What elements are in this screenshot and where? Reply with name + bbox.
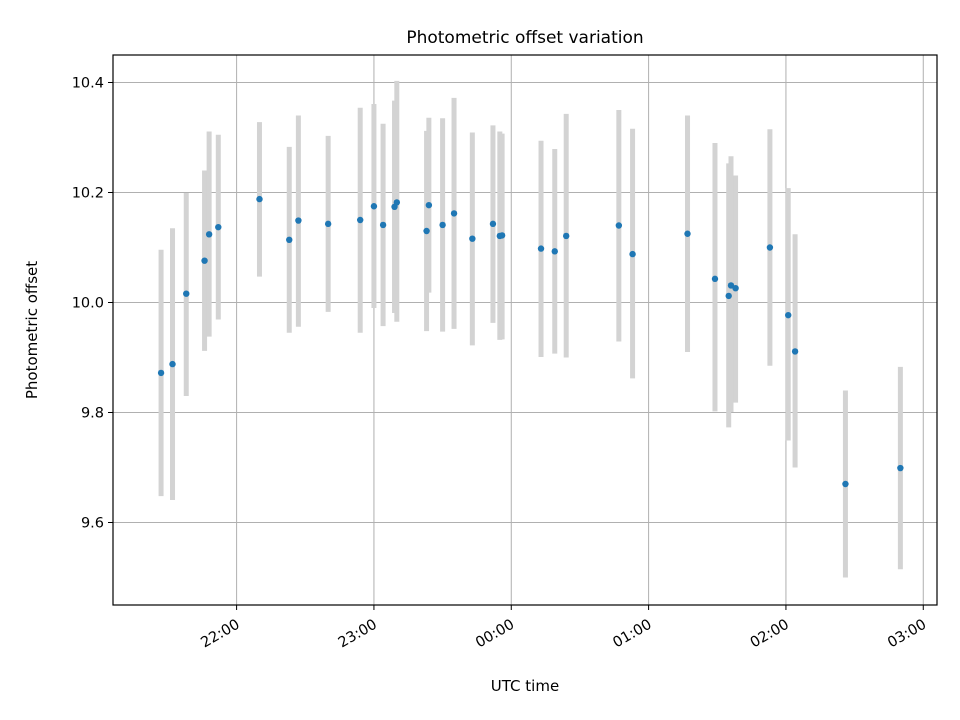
data-point — [766, 244, 774, 251]
data-point — [201, 257, 208, 264]
data-point — [169, 360, 176, 368]
data-point — [711, 275, 719, 283]
data-point — [295, 217, 302, 224]
data-point — [423, 227, 430, 235]
x-axis-label: UTC time — [491, 677, 559, 695]
y-tick-label: 10.4 — [72, 76, 104, 92]
data-point — [357, 216, 364, 224]
data-point — [425, 201, 433, 209]
y-axis-ticks: 9.6 9.8 10.0 10.2 10.4 — [72, 76, 113, 532]
data-point — [897, 464, 904, 472]
y-tick-label: 9.6 — [81, 516, 104, 532]
data-points — [157, 195, 904, 488]
data-point — [256, 195, 263, 203]
data-point — [205, 231, 213, 238]
data-point — [551, 248, 558, 255]
data-point — [489, 220, 497, 228]
data-point — [732, 285, 739, 292]
data-point — [842, 480, 849, 488]
data-point — [286, 236, 293, 243]
data-point — [469, 235, 476, 242]
y-tick-label: 10.0 — [72, 296, 104, 312]
data-point — [785, 311, 792, 319]
y-tick-label: 10.2 — [72, 186, 104, 202]
data-point — [684, 230, 691, 237]
data-point — [183, 290, 190, 297]
data-point — [157, 369, 165, 377]
chart-title: Photometric offset variation — [406, 28, 643, 48]
data-point — [629, 250, 636, 258]
data-point — [791, 348, 799, 355]
data-point — [450, 210, 458, 217]
data-point — [615, 222, 623, 229]
data-point — [324, 220, 332, 228]
data-point — [725, 292, 732, 300]
data-point — [215, 223, 222, 231]
data-point — [563, 232, 570, 240]
data-point — [439, 221, 446, 229]
data-point — [370, 203, 378, 210]
axes-frame — [112, 54, 938, 606]
y-tick-label: 9.8 — [81, 406, 104, 422]
data-point — [379, 221, 387, 229]
data-point — [498, 232, 506, 239]
y-axis-label: Photometric offset — [23, 261, 41, 399]
data-point — [537, 245, 545, 252]
data-point — [393, 199, 401, 206]
